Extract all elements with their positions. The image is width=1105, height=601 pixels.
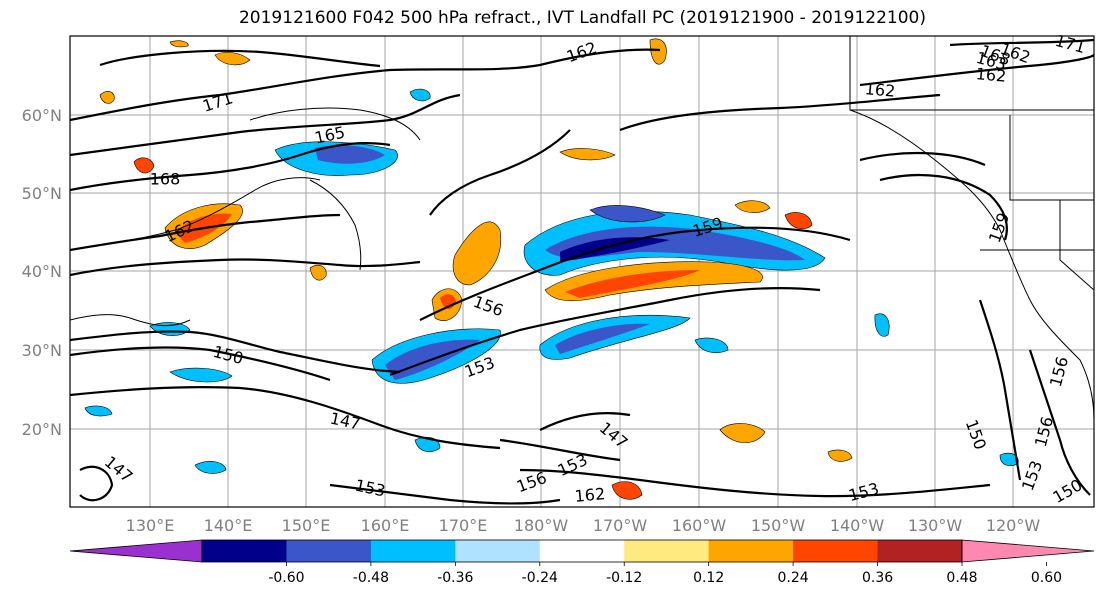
contour-label: 168 (150, 170, 181, 189)
shading-kamchatka-red (133, 157, 155, 174)
colorbar-tick-label: -0.12 (606, 570, 642, 586)
longitude-label: 120°W (986, 516, 1041, 535)
shading-subtrop2-blue (555, 323, 650, 354)
colorbar-tick-label: 0.36 (862, 570, 893, 586)
colorbar-tick-label: -0.60 (268, 570, 304, 586)
colorbar-segment (539, 540, 625, 562)
colorbar-tick-label: 0.12 (693, 570, 724, 586)
shading-subtrop2-cyan (539, 315, 691, 360)
colorbar-segment (624, 540, 710, 562)
colorbar-extend-max (961, 539, 1095, 563)
colorbar-segment (370, 540, 456, 562)
colorbar (69, 539, 1095, 563)
colorbar-tick-label: 0.48 (946, 570, 977, 586)
longitude-label: 130°E (126, 516, 175, 535)
longitude-labels: 130°E 140°E 150°E 160°E 170°E 180°W 170°W 160°W… (126, 516, 1041, 535)
latitude-label: 20°N (22, 420, 62, 439)
shading-pac-red (565, 270, 700, 298)
colorbar-tick-label: -0.36 (437, 570, 473, 586)
shading-nwpac-blue (315, 145, 385, 164)
contours (70, 38, 1094, 505)
longitude-label: 130°W (908, 516, 963, 535)
contour-label: 162 (574, 484, 606, 506)
longitude-label: 140°E (204, 516, 253, 535)
shading-dateline-orange (452, 221, 502, 286)
longitude-label: 180°W (514, 516, 569, 535)
colorbar-segment (877, 540, 963, 562)
colorbar-segment (708, 540, 794, 562)
coastlines (70, 36, 1094, 421)
latitude-labels: 60°N 50°N 40°N 30°N 20°N (22, 106, 62, 439)
longitude-label: 170°E (439, 516, 488, 535)
colorbar-tick-label: -0.24 (522, 570, 558, 586)
colorbar-tick-label: -0.48 (353, 570, 389, 586)
colorbar-extend-min (69, 539, 203, 563)
shading-jet-north-blue (589, 205, 666, 223)
latitude-label: 50°N (22, 184, 62, 203)
contour-label: 162 (864, 79, 896, 101)
colorbar-tick-label: 0.60 (1031, 570, 1062, 586)
longitude-label: 150°E (282, 516, 331, 535)
colorbar-tick-label: 0.24 (778, 570, 809, 586)
colorbar-segment (793, 540, 879, 562)
longitude-label: 160°W (672, 516, 727, 535)
longitude-label: 140°W (830, 516, 885, 535)
longitude-label: 150°W (751, 516, 806, 535)
longitude-label: 160°E (361, 516, 410, 535)
longitude-label: 170°W (593, 516, 648, 535)
colorbar-segment (286, 540, 372, 562)
shading-jet-navy (560, 237, 670, 262)
colorbar-segment (202, 540, 287, 562)
graticule (70, 36, 1094, 507)
map-frame (69, 35, 1095, 508)
map-content (70, 36, 1094, 507)
contour-label: 162 (975, 64, 1007, 86)
latitude-label: 30°N (22, 341, 62, 360)
map-title: 2019121600 F042 500 hPa refract., IVT La… (238, 8, 926, 28)
shaded-field (84, 38, 1019, 500)
latitude-label: 40°N (22, 262, 62, 281)
colorbar-segment (455, 540, 541, 562)
colorbar-tick-labels: -0.60 -0.48 -0.36 -0.24 -0.12 0.12 0.24 0.36 0.4… (268, 562, 1062, 586)
latitude-label: 60°N (22, 106, 62, 125)
